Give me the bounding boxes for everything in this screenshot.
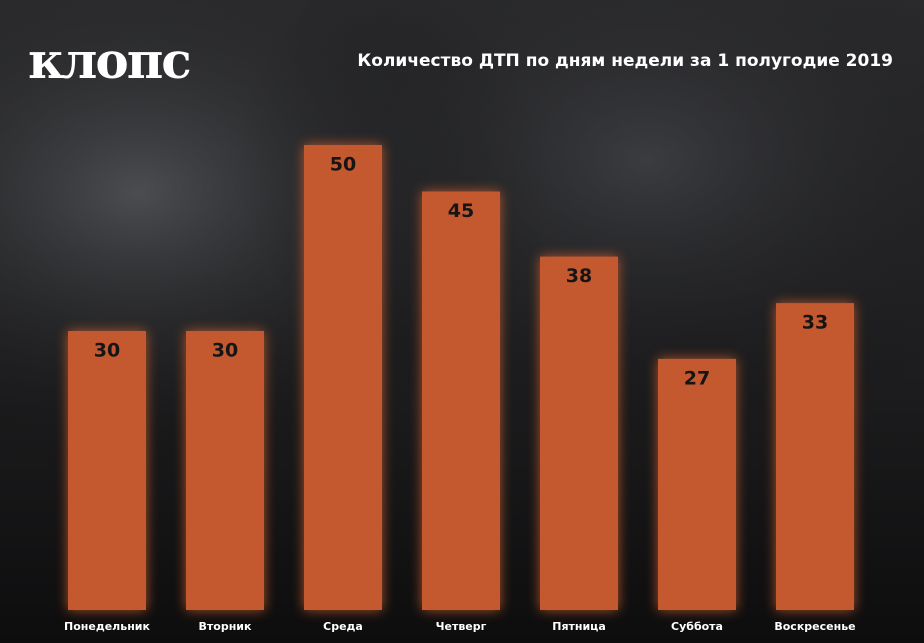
value-label: 30 xyxy=(94,340,120,362)
bar xyxy=(658,358,736,610)
bar xyxy=(422,191,500,610)
chart-title: Количество ДТП по дням недели за 1 полуг… xyxy=(357,51,893,71)
value-label: 27 xyxy=(684,367,710,389)
x-tick-label: Понедельник xyxy=(64,620,150,633)
bar xyxy=(186,331,264,610)
value-label: 38 xyxy=(566,265,592,287)
x-tick-label: Суббота xyxy=(671,620,723,633)
bars: 30 Понедельник 30 Вторник 50 Среда 45 Четверг 38… xyxy=(64,145,856,633)
bar xyxy=(776,303,854,610)
x-tick-label: Среда xyxy=(323,620,363,633)
value-label: 45 xyxy=(448,200,474,222)
x-tick-label: Четверг xyxy=(436,620,487,633)
logo: клопс xyxy=(28,31,190,90)
bar xyxy=(304,145,382,610)
value-label: 33 xyxy=(802,312,828,334)
x-tick-label: Воскресенье xyxy=(774,620,855,633)
value-label: 50 xyxy=(330,154,356,176)
x-tick-label: Пятница xyxy=(552,620,606,633)
x-tick-label: Вторник xyxy=(199,620,252,633)
value-label: 30 xyxy=(212,340,238,362)
bar xyxy=(540,256,618,610)
bar xyxy=(68,331,146,610)
